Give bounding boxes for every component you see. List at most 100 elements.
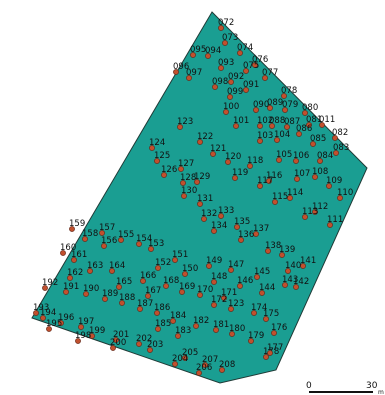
tree-marker: 181 [213, 320, 229, 333]
tree-point [161, 172, 167, 178]
tree-point [116, 284, 122, 290]
tree-point [243, 87, 249, 93]
tree-label: 185 [155, 319, 171, 329]
tree-marker: 098 [212, 77, 228, 90]
tree-marker: 147 [228, 260, 244, 273]
tree-label: 191 [63, 282, 79, 292]
tree-point [247, 163, 253, 169]
tree-point [190, 52, 196, 58]
tree-label: 195 [46, 319, 62, 329]
tree-marker: 088 [269, 116, 285, 129]
tree-marker: 150 [182, 264, 198, 277]
tree-marker: 090 [253, 100, 269, 113]
tree-marker: 109 [326, 176, 342, 189]
tree-point [252, 62, 258, 68]
tree-point [87, 268, 93, 274]
tree-marker: 179 [248, 331, 264, 344]
tree-point [228, 79, 234, 85]
tree-point [113, 337, 119, 343]
tree-point [294, 176, 300, 182]
tree-point [182, 271, 188, 277]
tree-label: 074 [237, 43, 253, 53]
tree-point [254, 274, 260, 280]
tree-marker: 203 [147, 340, 163, 353]
tree-marker: 154 [136, 234, 152, 247]
tree-marker: 079 [282, 100, 298, 113]
tree-point [232, 175, 238, 181]
tree-marker: 157 [99, 223, 115, 236]
tree-point [293, 158, 299, 164]
tree-label: 072 [218, 18, 234, 28]
tree-label: 106 [293, 151, 309, 161]
tree-label: 135 [234, 217, 250, 227]
tree-point [262, 75, 268, 81]
tree-point [282, 282, 288, 288]
tree-label: 123 [228, 299, 244, 309]
tree-label: 144 [259, 283, 275, 293]
tree-point [78, 324, 84, 330]
tree-point [118, 237, 124, 243]
tree-point [228, 306, 234, 312]
tree-label: 197 [78, 317, 94, 327]
tree-marker: 082 [332, 128, 348, 141]
tree-point [257, 183, 263, 189]
tree-marker: 129 [194, 172, 210, 185]
tree-label: 092 [228, 72, 244, 82]
tree-marker: 094 [205, 46, 221, 59]
tree-label: 088 [269, 116, 285, 126]
scale-bar-start-label: 0 [306, 381, 312, 391]
tree-marker: 106 [293, 151, 309, 164]
tree-marker: 184 [170, 311, 186, 324]
tree-marker: 148 [211, 272, 227, 285]
tree-label: 206 [196, 363, 212, 373]
tree-marker: 076 [252, 55, 268, 68]
tree-point [332, 135, 338, 141]
tree-label: 146 [237, 276, 253, 286]
tree-point [285, 268, 291, 274]
tree-label: 086 [296, 124, 312, 134]
tree-marker: 143 [282, 275, 298, 288]
tree-label: 150 [182, 264, 198, 274]
tree-label: 085 [310, 134, 326, 144]
tree-point [265, 248, 271, 254]
tree-marker: 083 [333, 143, 349, 156]
tree-label: 111 [327, 215, 343, 225]
tree-marker: 183 [175, 326, 191, 339]
tree-label: 186 [154, 303, 170, 313]
tree-point [67, 275, 73, 281]
tree-marker: 074 [237, 43, 253, 56]
tree-label: 156 [101, 236, 117, 246]
tree-point [219, 367, 225, 373]
tree-label: 133 [218, 206, 234, 216]
tree-marker: 105 [276, 150, 292, 163]
tree-point [172, 361, 178, 367]
tree-label: 080 [302, 103, 318, 113]
tree-marker: 119 [232, 168, 248, 181]
tree-label: 160 [60, 243, 76, 253]
tree-label: 166 [140, 271, 156, 281]
tree-point [267, 350, 273, 356]
tree-marker: 097 [186, 68, 202, 81]
tree-label: 184 [170, 311, 186, 321]
tree-point [154, 310, 160, 316]
tree-marker: 190 [83, 284, 99, 297]
tree-marker: 131 [197, 194, 213, 207]
tree-marker: 182 [193, 316, 209, 329]
tree-label: 123 [177, 117, 193, 127]
tree-point [269, 123, 275, 129]
tree-label: 168 [163, 276, 179, 286]
tree-point [71, 257, 77, 263]
tree-marker: 132 [201, 209, 217, 222]
tree-point [170, 318, 176, 324]
tree-marker: 126 [161, 165, 177, 178]
tree-point [148, 246, 154, 252]
tree-marker: 092 [228, 72, 244, 85]
tree-point [218, 65, 224, 71]
tree-label: 177 [267, 343, 283, 353]
tree-marker: 188 [119, 293, 135, 306]
tree-label: 182 [193, 316, 209, 326]
tree-point [306, 122, 312, 128]
tree-marker: 194 [40, 308, 56, 321]
tree-marker: 170 [197, 285, 213, 298]
tree-point [173, 69, 179, 75]
